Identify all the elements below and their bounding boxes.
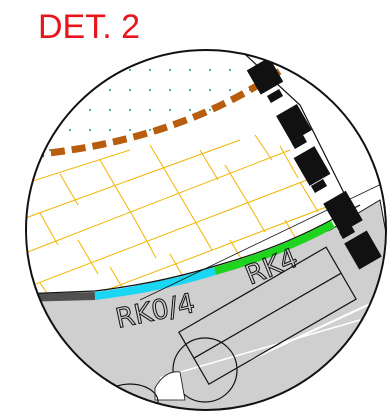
detail-title: DET. 2 [38, 8, 141, 46]
edge-segment-outline [26, 204, 361, 295]
edge-segment-rk04 [94, 267, 217, 300]
inlet-box [178, 246, 357, 385]
guide-line [139, 174, 386, 301]
curb-blocks [246, 57, 382, 270]
manhole-circle [172, 337, 238, 403]
manhole-hatch [154, 371, 186, 401]
edge-segment-dark [26, 292, 96, 302]
edge-segment-rk4 [213, 220, 335, 275]
detail-frame-circle [25, 49, 387, 411]
dashed-boundary-line [29, 57, 298, 159]
guide-line [159, 319, 361, 379]
